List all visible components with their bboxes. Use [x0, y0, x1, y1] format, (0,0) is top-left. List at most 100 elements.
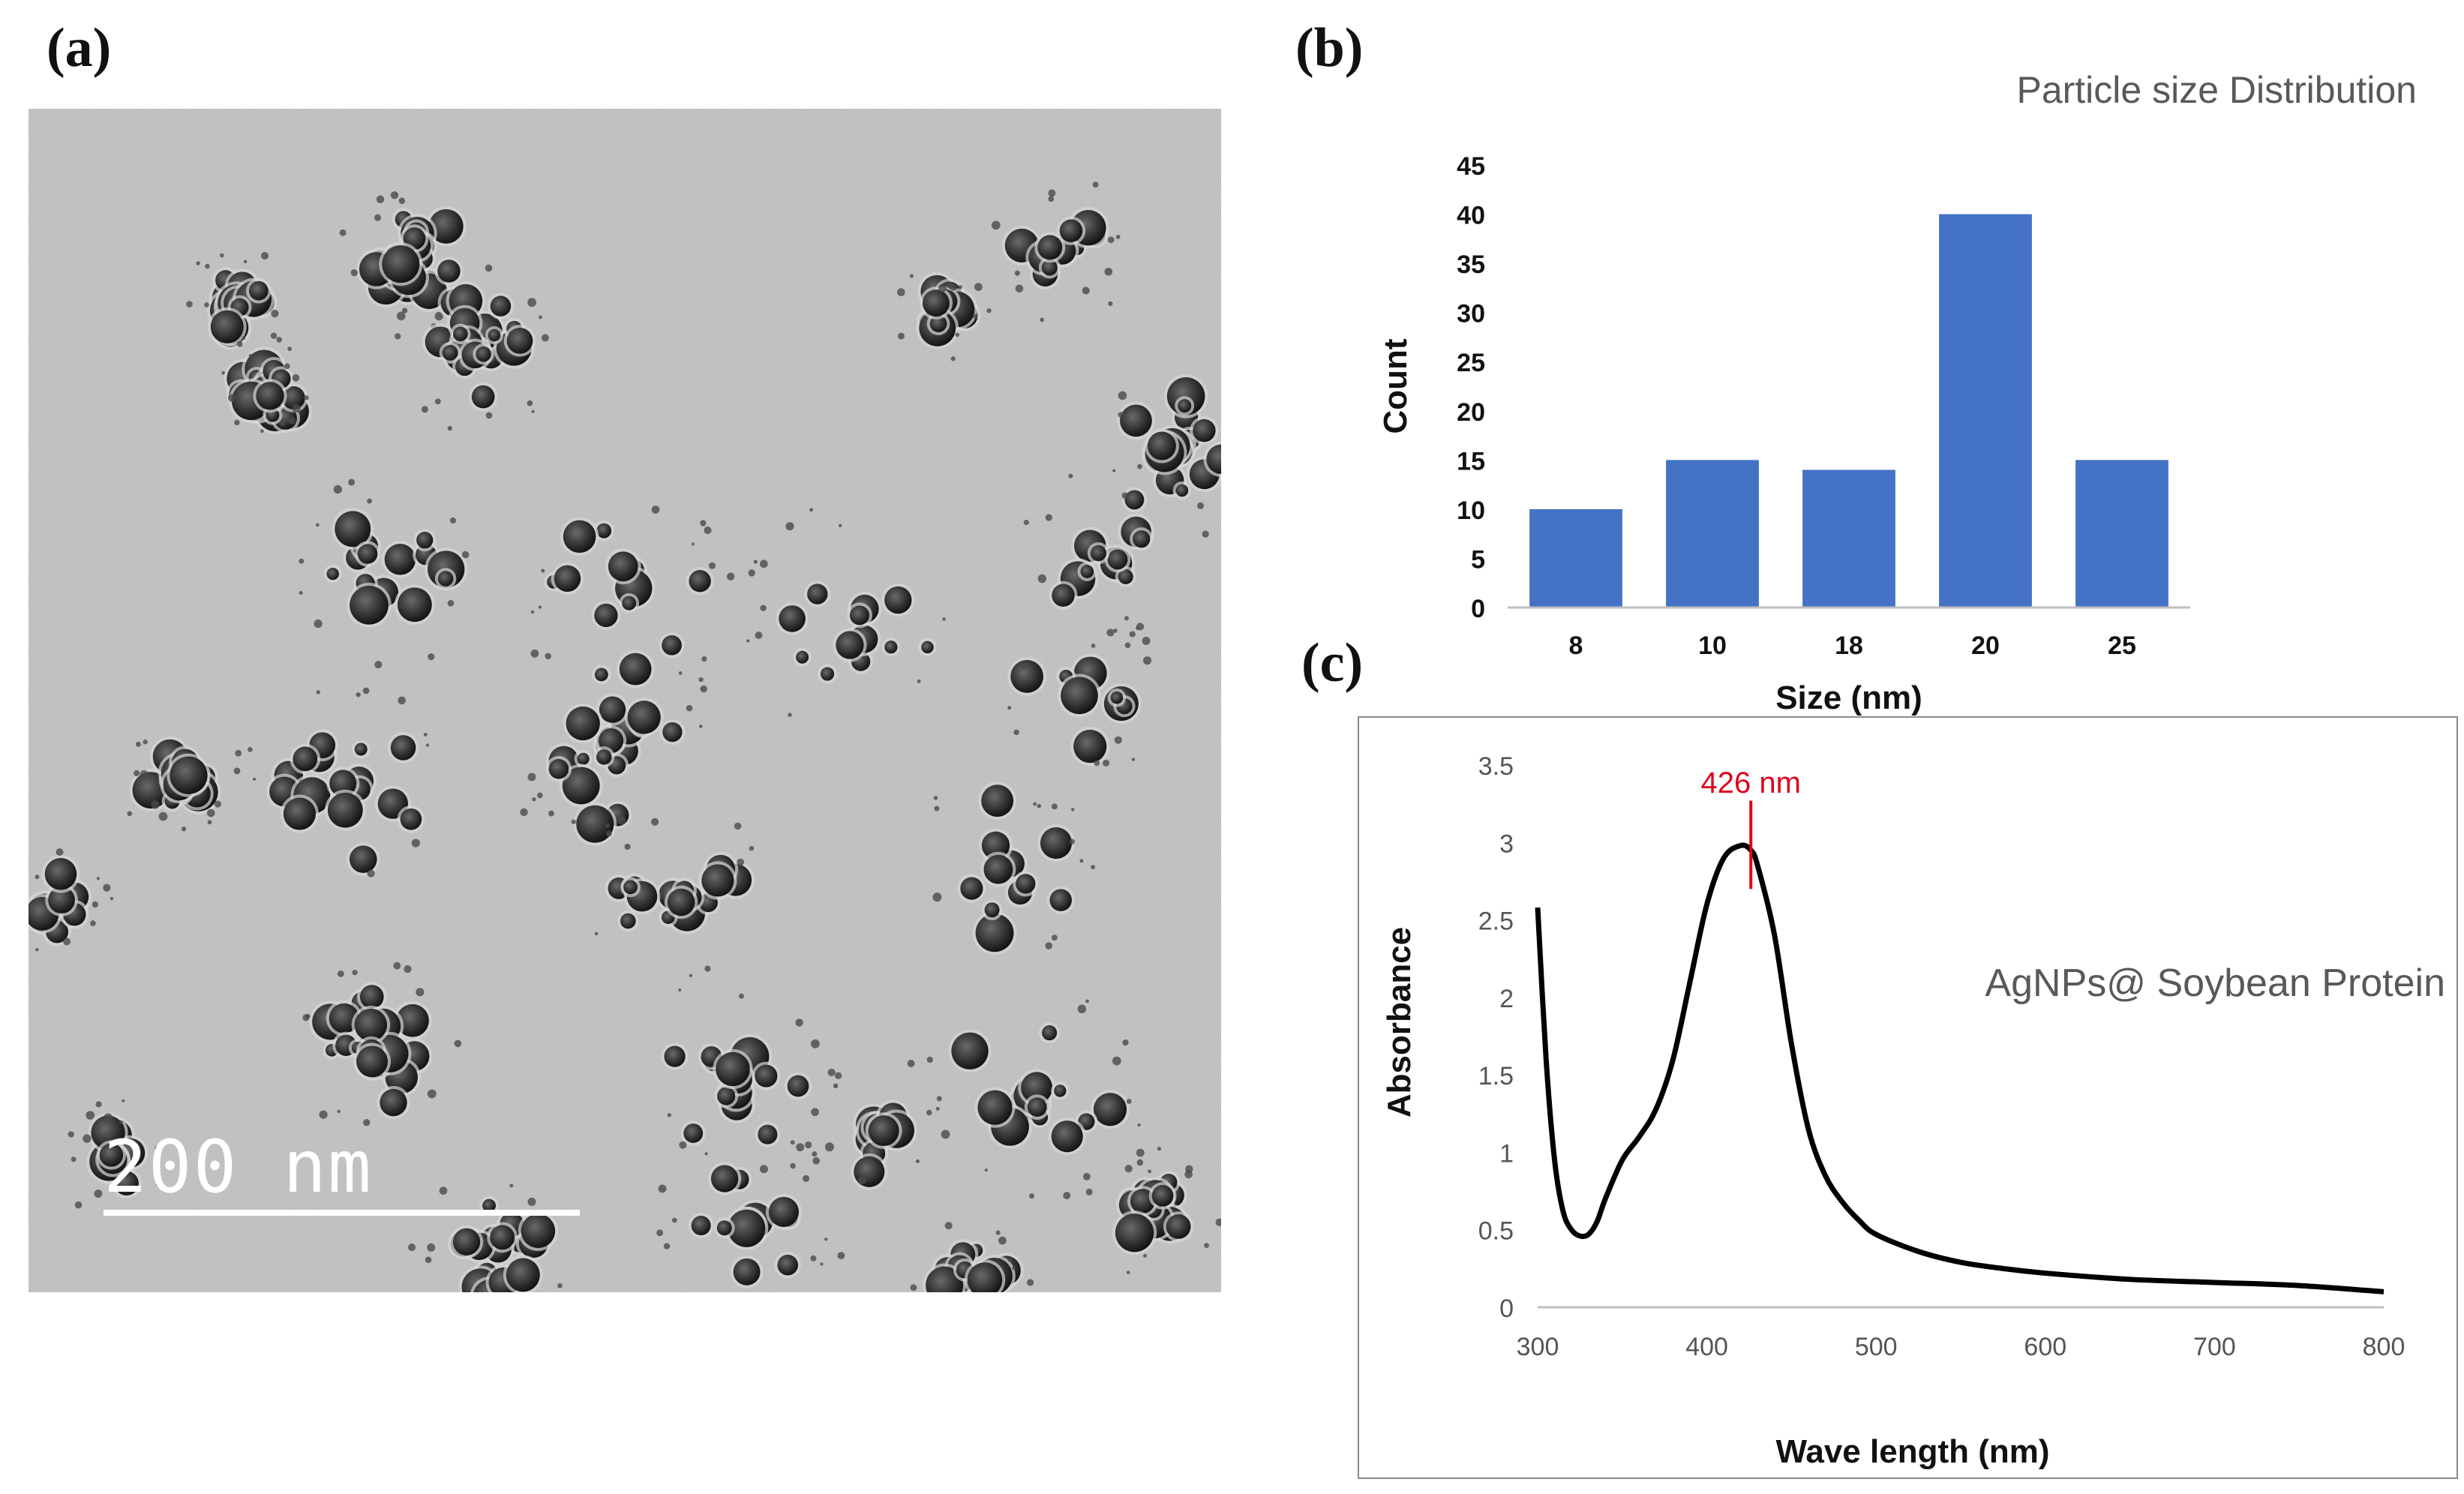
nanoparticle	[1178, 399, 1192, 413]
nanoparticle	[1049, 889, 1072, 911]
nanoparticle	[1133, 530, 1151, 548]
nanoparticle	[623, 880, 638, 895]
chart-b-ytick: 15	[1457, 447, 1485, 476]
chart-b-xtick: 8	[1569, 632, 1583, 660]
nanoparticle	[349, 845, 377, 873]
nanoparticle	[327, 792, 363, 828]
absorbance-curve	[1535, 842, 2384, 1294]
nanoparticle	[691, 1216, 711, 1236]
nanoparticle	[566, 706, 600, 741]
nanoparticle	[356, 1046, 389, 1078]
nanoparticle	[787, 1075, 809, 1097]
nanoparticle	[627, 700, 661, 734]
chart-b-ytick: 10	[1457, 496, 1485, 525]
scale-bar	[104, 1210, 580, 1216]
nanoparticle	[733, 1258, 761, 1286]
nanoparticle	[521, 1214, 556, 1249]
nanoparticle	[820, 667, 835, 681]
nanoparticle	[755, 1064, 778, 1088]
scale-bar-label: 200 nm	[104, 1125, 373, 1209]
nanoparticle	[796, 650, 809, 664]
chart-c-frame	[1358, 716, 2458, 1479]
nanoparticle	[1021, 1072, 1053, 1104]
nanoparticle	[662, 634, 682, 656]
nanoparticle	[921, 640, 934, 654]
nanoparticle	[91, 1115, 125, 1150]
nanoparticle	[1041, 260, 1058, 276]
nanoparticle	[1115, 1214, 1154, 1252]
nanoparticle	[922, 290, 950, 317]
chart-b-ytick: 45	[1457, 152, 1485, 181]
nanoparticle	[397, 587, 432, 622]
bar-18	[1802, 470, 1895, 608]
nanoparticle	[577, 752, 590, 765]
chart-b-xtick: 20	[1971, 632, 2000, 660]
nanoparticle	[594, 603, 618, 628]
nanoparticle	[453, 326, 468, 342]
nanoparticle	[293, 746, 318, 772]
absorbance-chart: AgNPs@ Soybean Protein Absorbance Wave l…	[1358, 716, 2458, 1479]
nanoparticle	[576, 805, 614, 843]
nanoparticle	[1054, 1084, 1067, 1097]
nanoparticle	[548, 758, 569, 779]
chart-b-ytick: 25	[1457, 349, 1485, 377]
nanoparticle	[1051, 1120, 1083, 1153]
nanoparticle	[667, 888, 695, 916]
nanoparticle	[1110, 691, 1124, 704]
nanoparticle	[1090, 544, 1107, 562]
nanoparticle	[717, 1087, 736, 1106]
chart-b-xtick: 10	[1698, 632, 1727, 660]
nanoparticle	[1052, 584, 1075, 607]
nanoparticle	[1107, 549, 1128, 570]
nanoparticle	[977, 1090, 1013, 1125]
bar-25	[2075, 460, 2168, 608]
nanoparticle	[390, 735, 416, 760]
chart-c-ytick: 0	[1499, 1294, 1514, 1323]
panel-b-label: (b)	[1295, 17, 1364, 79]
nanoparticle	[807, 584, 828, 604]
nanoparticle	[482, 1198, 496, 1213]
nanoparticle	[1147, 431, 1176, 460]
nanoparticle	[326, 567, 339, 580]
nanoparticle	[1080, 565, 1094, 578]
nanoparticle	[664, 1046, 686, 1067]
chart-c-xtick: 500	[1855, 1333, 1898, 1361]
nanoparticle	[758, 1124, 778, 1144]
nanoparticle	[354, 1008, 388, 1042]
nanoparticle	[701, 864, 734, 897]
nanoparticle	[563, 520, 596, 554]
chart-c-ytick: 1	[1499, 1139, 1514, 1168]
chart-c-ytick: 3.5	[1478, 752, 1514, 781]
bar-8	[1529, 508, 1622, 608]
chart-b-xtick: 25	[2108, 632, 2136, 660]
nanoparticle	[868, 1115, 899, 1147]
nanoparticle	[1151, 1185, 1174, 1207]
nanoparticle	[354, 742, 368, 756]
nanoparticle	[359, 985, 384, 1009]
nanoparticle	[777, 1254, 799, 1276]
nanoparticle	[689, 570, 711, 592]
peak-marker-label: 426 nm	[1701, 766, 1801, 800]
nanoparticle	[396, 1004, 429, 1037]
chart-c-series-label: AgNPs@ Soybean Protein	[1985, 962, 2445, 1005]
nanoparticle	[256, 382, 284, 410]
nanoparticle	[170, 756, 208, 794]
chart-b-ytick: 35	[1457, 250, 1485, 279]
bar-20	[1939, 214, 2032, 608]
chart-b-ytick: 40	[1457, 202, 1485, 230]
nanoparticle	[428, 208, 464, 244]
nanoparticle	[283, 797, 316, 830]
nanoparticle	[1206, 444, 1221, 474]
nanoparticle	[506, 328, 533, 354]
nanoparticle	[488, 328, 501, 342]
nanoparticle	[1027, 1097, 1047, 1118]
nanoparticle	[984, 902, 1000, 918]
nanoparticle	[44, 858, 77, 890]
nanoparticle	[1166, 1214, 1191, 1239]
panel-c-label: (c)	[1301, 632, 1364, 694]
nanoparticle	[716, 1220, 732, 1236]
nanoparticle	[768, 1196, 799, 1227]
nanoparticle	[779, 605, 806, 632]
bar-10	[1666, 460, 1759, 608]
nanoparticle	[596, 523, 612, 538]
